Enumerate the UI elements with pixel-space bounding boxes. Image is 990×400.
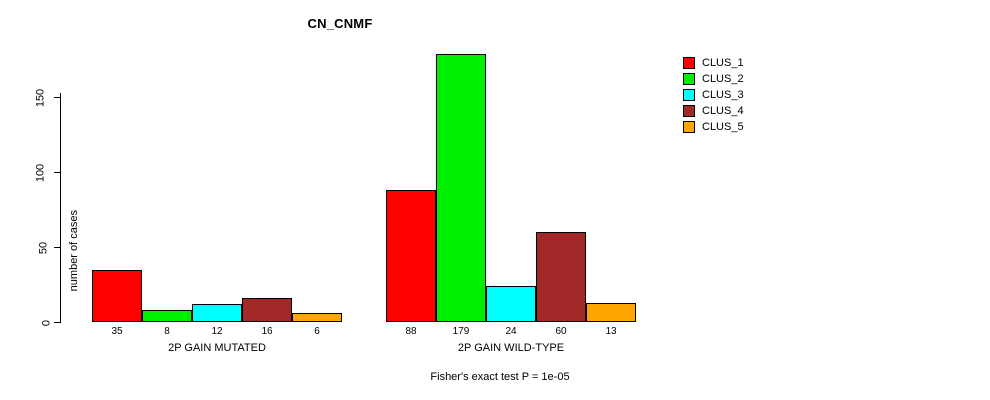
bar[interactable] — [536, 232, 586, 322]
bar-value-label: 8 — [164, 326, 170, 337]
bar-group: 88 179 24 60 13 2P GAIN WILD-TYPE — [386, 50, 636, 354]
bar[interactable] — [142, 310, 192, 322]
y-axis-spine — [60, 93, 61, 323]
legend-item[interactable]: CLUS_1 — [683, 55, 744, 71]
y-axis-tick-label: 50 — [37, 241, 50, 254]
legend-swatch-icon — [683, 73, 695, 85]
bar-value-label: 6 — [314, 326, 320, 337]
bar[interactable] — [386, 190, 436, 322]
bar-value-label: 35 — [111, 326, 123, 337]
bar-value-label: 60 — [555, 326, 567, 337]
legend-item-label: CLUS_4 — [702, 104, 744, 117]
legend-swatch-icon — [683, 89, 695, 101]
bar-value-label: 179 — [452, 326, 470, 337]
y-axis-tick: 50 — [37, 241, 60, 254]
bar-value-label: 24 — [505, 326, 517, 337]
legend-item[interactable]: CLUS_5 — [683, 119, 744, 135]
bar-group: 35 8 12 16 6 2P GAIN MUTATED — [92, 50, 342, 354]
y-axis-tick: 150 — [34, 88, 60, 107]
legend-swatch-icon — [683, 121, 695, 133]
y-axis-tick: 100 — [34, 163, 60, 182]
legend: CLUS_1 CLUS_2 CLUS_3 CLUS_4 CLUS_5 — [683, 55, 744, 135]
bar[interactable] — [586, 302, 636, 322]
y-axis-tick: 0 — [40, 319, 60, 326]
x-axis-group-label: 2P GAIN WILD-TYPE — [457, 342, 565, 354]
y-axis-tick-label: 100 — [34, 163, 47, 182]
legend-item-label: CLUS_1 — [702, 56, 744, 69]
bar[interactable] — [436, 53, 486, 322]
chart-title: CN_CNMF — [307, 16, 373, 31]
statistical-test-annotation: Fisher's exact test P = 1e-05 — [430, 371, 570, 383]
legend-item-label: CLUS_3 — [702, 88, 744, 101]
plot-area: 0 50 100 150 number of cases 35 8 12 16 6 2P GAI… — [34, 50, 660, 354]
bar-value-label: 13 — [605, 326, 617, 337]
legend-item[interactable]: CLUS_4 — [683, 103, 744, 119]
bar[interactable] — [242, 298, 292, 322]
legend-item[interactable]: CLUS_3 — [683, 87, 744, 103]
bar-value-label: 16 — [261, 326, 273, 337]
bar[interactable] — [192, 304, 242, 322]
legend-item-label: CLUS_2 — [702, 72, 744, 85]
bar[interactable] — [92, 269, 142, 322]
y-axis-tick-label: 150 — [34, 88, 47, 107]
y-axis-tick-label: 0 — [40, 319, 53, 326]
legend-item[interactable]: CLUS_2 — [683, 71, 744, 87]
bar[interactable] — [292, 313, 342, 322]
y-axis-title: number of cases — [68, 210, 80, 292]
legend-swatch-icon — [683, 105, 695, 117]
bar-value-label: 12 — [211, 326, 223, 337]
legend-item-label: CLUS_5 — [702, 120, 744, 133]
bar[interactable] — [486, 286, 536, 322]
bar-value-label: 88 — [405, 326, 417, 337]
x-axis-group-label: 2P GAIN MUTATED — [168, 342, 266, 354]
legend-swatch-icon — [683, 57, 695, 69]
